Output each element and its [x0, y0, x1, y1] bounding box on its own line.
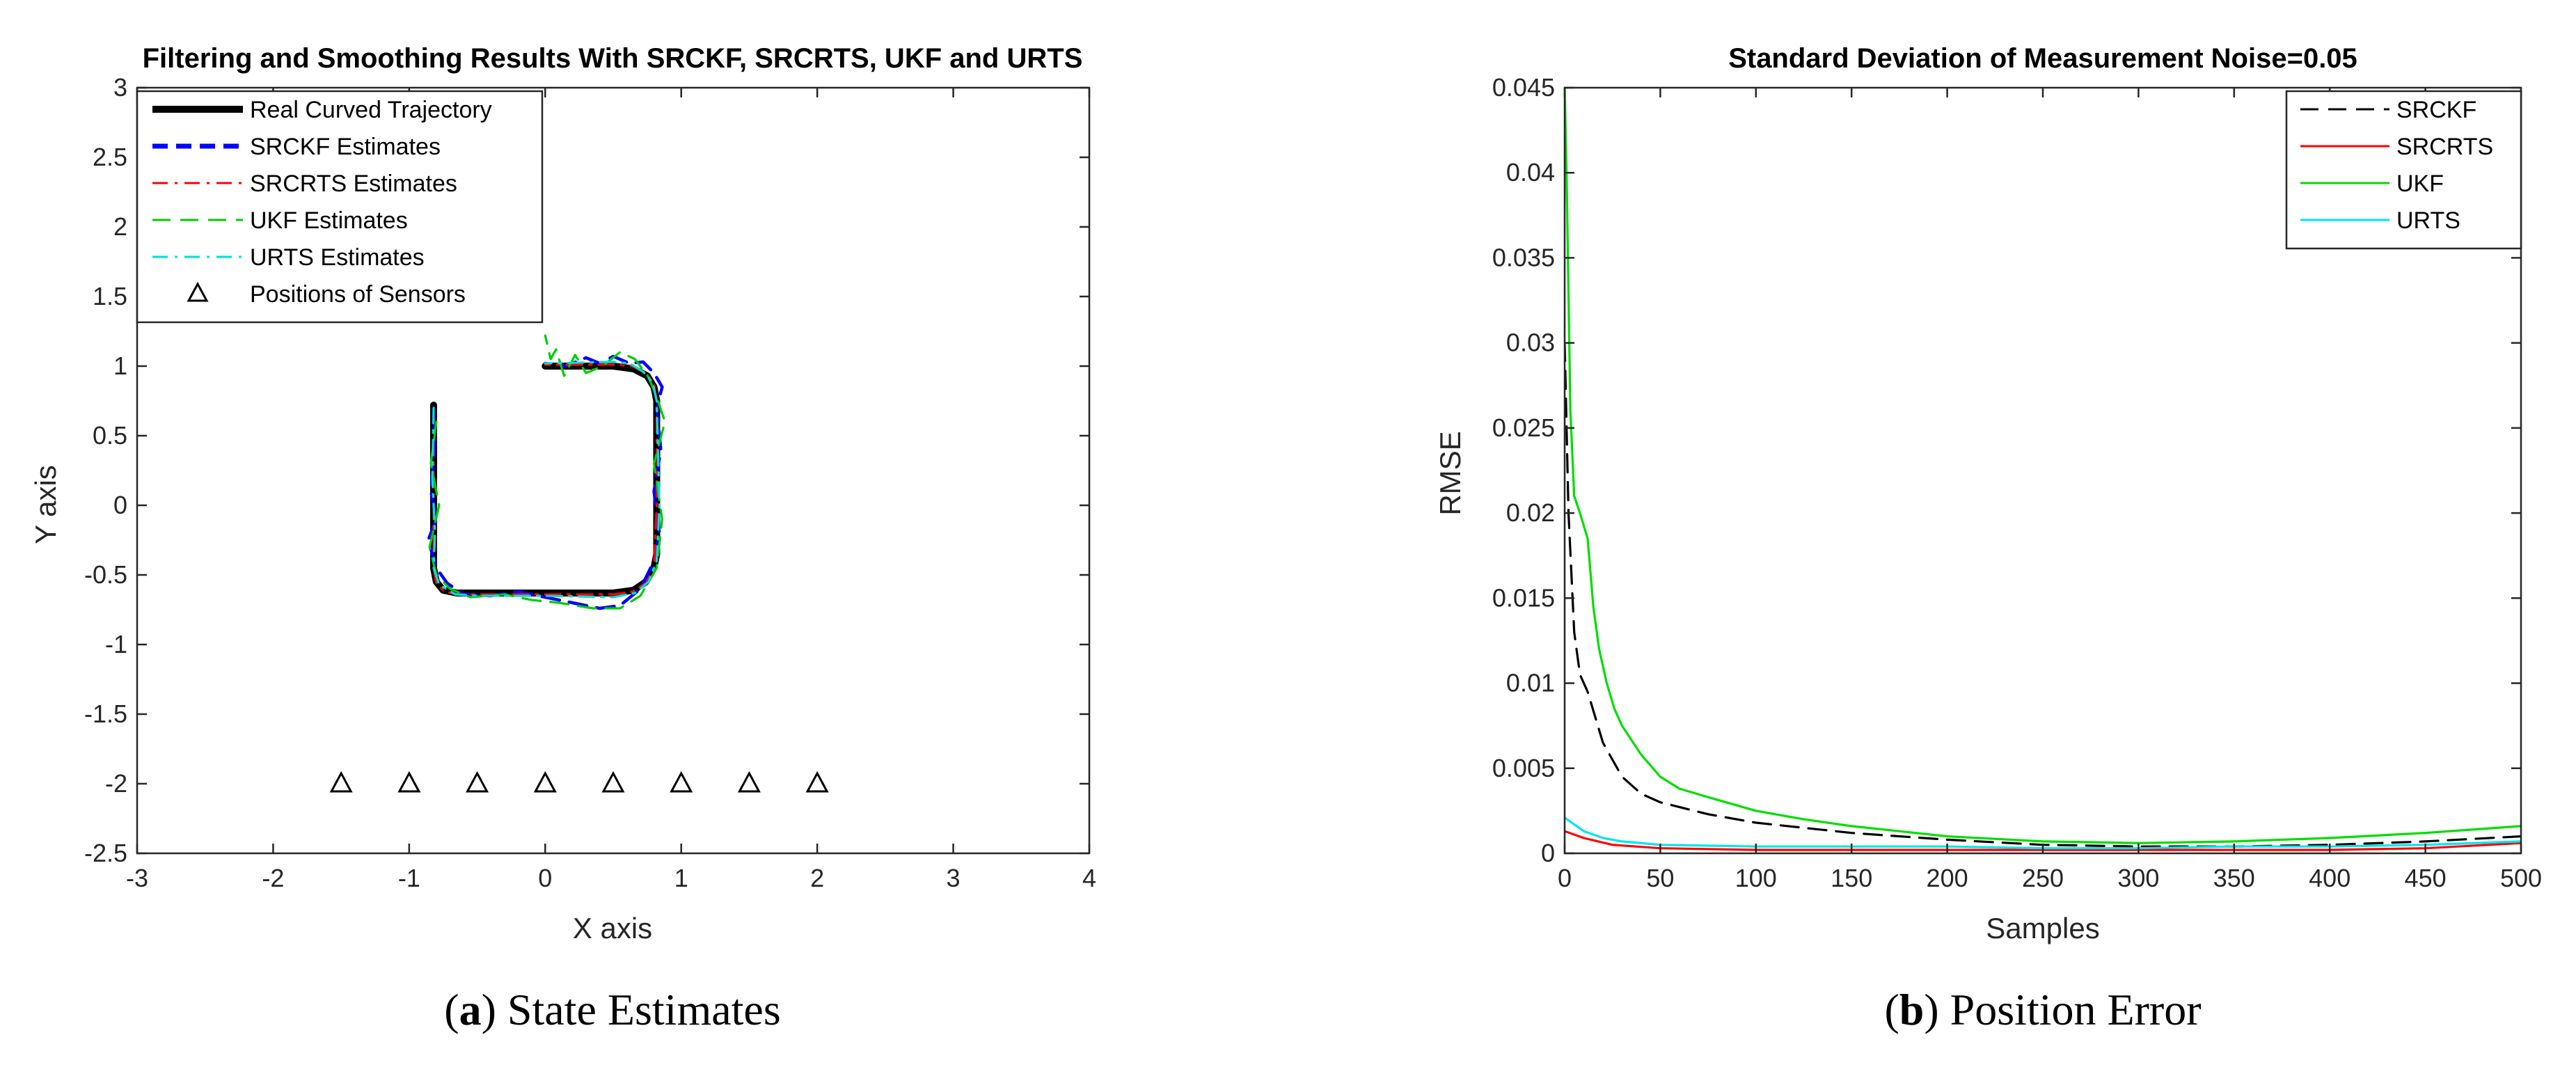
- chart-state-estimates: Filtering and Smoothing Results With SRC…: [29, 43, 1096, 1034]
- chart-a-series-line: [426, 354, 664, 610]
- chart-b-legend: SRCKF SRCRTS UKF URTS: [2285, 90, 2522, 250]
- chart-a-sensor-marker: [397, 770, 421, 793]
- chart-b-ytick-label: 0.035: [1492, 243, 1555, 271]
- chart-a-ylabel: Y axis: [29, 465, 62, 544]
- chart-a-caption-label: a: [459, 985, 482, 1034]
- chart-a-title: Filtering and Smoothing Results With SRC…: [143, 43, 1083, 74]
- chart-a-legend-label: Real Curved Trajectory: [250, 97, 492, 123]
- chart-a-series-line: [430, 363, 661, 596]
- chart-b-xtick-label: 50: [1646, 864, 1674, 892]
- chart-a-xtick-label: -1: [398, 864, 420, 892]
- chart-b-ytick-label: 0.025: [1492, 413, 1555, 442]
- chart-b-ytick-label: 0.045: [1492, 73, 1555, 102]
- chart-b-legend-label: URTS: [2396, 207, 2460, 234]
- chart-a-sensor-marker: [533, 770, 557, 793]
- chart-a-xtick-label: 2: [810, 864, 824, 892]
- chart-b-xtick-label: 250: [2022, 864, 2064, 892]
- chart-a-caption-text: State Estimates: [507, 985, 781, 1034]
- chart-a-legend-label: URTS Estimates: [250, 244, 425, 271]
- chart-a-series-line: [431, 361, 661, 599]
- chart-a-xtick-label: -2: [262, 864, 284, 892]
- chart-a-xtick-label: 1: [674, 864, 688, 892]
- chart-a-sensor-marker: [329, 770, 353, 793]
- chart-b-ytick-label: 0.02: [1506, 498, 1555, 527]
- chart-a-legend-swatch: [187, 281, 209, 302]
- chart-b-ytick-label: 0.005: [1492, 754, 1555, 782]
- chart-a-ytick-label: -2: [105, 769, 127, 798]
- chart-b-series-line: [1565, 88, 2521, 844]
- chart-a-legend-label: SRCKF Estimates: [250, 134, 441, 160]
- chart-b-legend-box: [2285, 90, 2522, 250]
- chart-a-legend-label: SRCRTS Estimates: [250, 171, 457, 197]
- chart-a-legend: Real Curved Trajectory SRCKF Estimates SRC…: [136, 90, 544, 324]
- chart-a-ytick-label: -1.5: [84, 700, 127, 728]
- chart-a-xtick-label: 0: [538, 864, 552, 892]
- chart-a-legend-label: UKF Estimates: [250, 207, 408, 234]
- chart-b-xlabel: Samples: [1986, 912, 2099, 945]
- chart-a-xtick-label: 4: [1082, 864, 1096, 892]
- chart-b-series-line: [1565, 342, 2521, 848]
- chart-a-ytick-label: 2.5: [93, 143, 127, 171]
- chart-b-xtick-label: 300: [2117, 864, 2159, 892]
- chart-a-ytick-label: -1: [105, 630, 127, 658]
- chart-b-caption-text: Position Error: [1950, 985, 2202, 1034]
- chart-b-xtick-label: 400: [2309, 864, 2350, 892]
- chart-a-series-line: [432, 363, 658, 596]
- chart-b-legend-label: SRCRTS: [2396, 134, 2493, 160]
- chart-b-ylabel: RMSE: [1434, 431, 1467, 515]
- chart-a-ytick-label: 1.5: [93, 282, 127, 310]
- chart-b-ytick-label: 0: [1541, 839, 1555, 867]
- chart-b-legend-label: SRCKF: [2396, 97, 2476, 123]
- chart-a-legend-label: Positions of Sensors: [250, 281, 466, 308]
- chart-a-xtick-label: 3: [947, 864, 961, 892]
- chart-a-ytick-label: 0.5: [93, 421, 127, 450]
- chart-b-xtick-label: 150: [1831, 864, 1872, 892]
- chart-b-xtick-label: 100: [1735, 864, 1777, 892]
- chart-a-ytick-label: -2.5: [84, 839, 127, 867]
- chart-a-legend-box: [136, 90, 544, 324]
- chart-b-title: Standard Deviation of Measurement Noise=…: [1728, 43, 2357, 74]
- chart-a-series-line: [428, 334, 666, 610]
- chart-a-ytick-label: 0: [113, 491, 127, 519]
- chart-b-ytick-label: 0.04: [1506, 158, 1555, 187]
- chart-b-xtick-label: 350: [2213, 864, 2255, 892]
- chart-b-xtick-label: 0: [1558, 864, 1572, 892]
- chart-b-xtick-label: 500: [2500, 864, 2542, 892]
- chart-a-xlabel: X axis: [573, 912, 652, 945]
- chart-a-caption: (a) State Estimates: [444, 985, 780, 1034]
- chart-b-legend-label: UKF: [2396, 171, 2444, 197]
- chart-a-axes-box: [136, 86, 1091, 855]
- chart-b-caption-label: b: [1899, 985, 1925, 1034]
- chart-a-sensor-marker: [737, 770, 761, 793]
- chart-position-error: Standard Deviation of Measurement Noise=…: [1434, 43, 2542, 1034]
- chart-a-ytick-label: 2: [113, 212, 127, 241]
- chart-b-ytick-label: 0.015: [1492, 583, 1555, 612]
- chart-a-ytick-label: 1: [113, 351, 127, 380]
- chart-a-sensor-marker: [805, 770, 829, 793]
- chart-a-sensor-marker: [466, 770, 489, 793]
- chart-b-xtick-label: 450: [2405, 864, 2447, 892]
- chart-b-caption: (b) Position Error: [1884, 985, 2201, 1034]
- chart-a-sensor-marker: [601, 770, 625, 793]
- chart-a-ytick-label: -0.5: [84, 560, 127, 589]
- chart-b-ytick-label: 0.03: [1506, 329, 1555, 357]
- chart-b-ytick-label: 0.01: [1506, 669, 1555, 697]
- chart-a-sensor-marker: [670, 770, 693, 793]
- chart-b-xtick-label: 200: [1927, 864, 1968, 892]
- chart-a-ytick-label: 3: [113, 73, 127, 102]
- chart-a-xtick-label: -3: [126, 864, 148, 892]
